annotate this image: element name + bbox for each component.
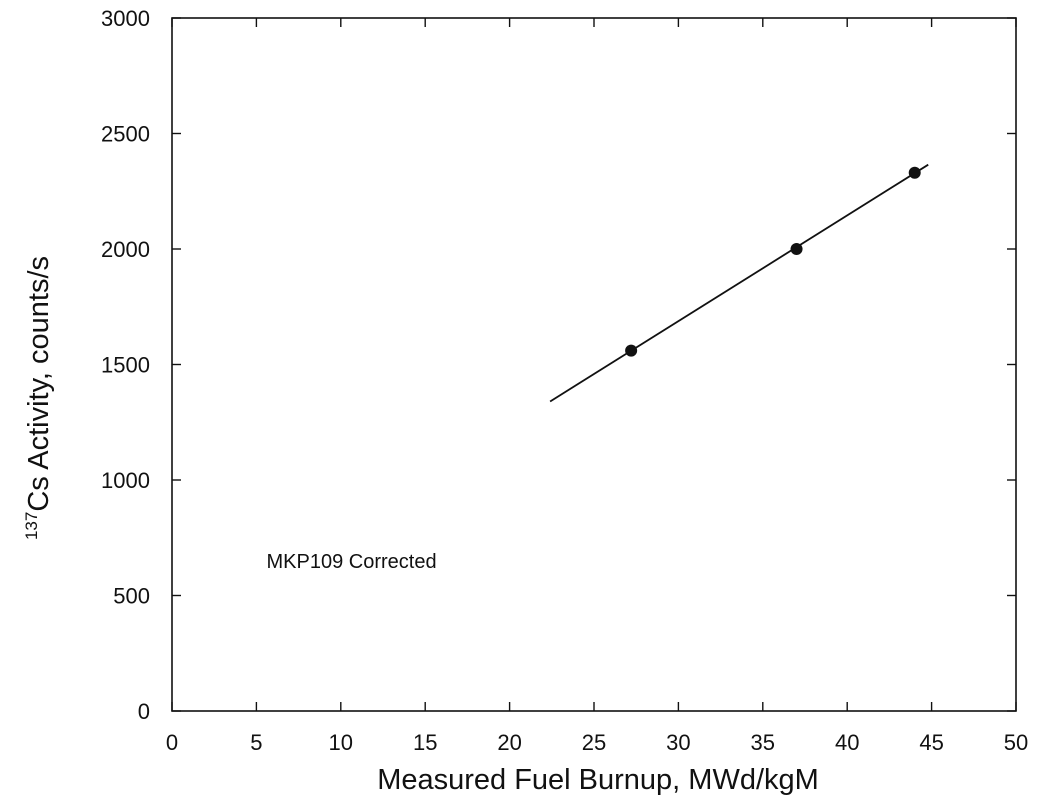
x-tick-label: 25 <box>582 730 606 755</box>
x-tick-label: 45 <box>919 730 943 755</box>
y-tick-label: 1500 <box>101 353 150 378</box>
y-axis-title-text: Cs Activity, counts/s <box>23 256 55 512</box>
y-axis-title: 137Cs Activity, counts/s <box>22 256 55 540</box>
y-tick-label: 3000 <box>101 6 150 31</box>
x-tick-label: 40 <box>835 730 859 755</box>
y-tick-label: 2500 <box>101 122 150 147</box>
y-tick-label: 0 <box>138 699 150 724</box>
x-tick-label: 20 <box>497 730 521 755</box>
x-axis-title: Measured Fuel Burnup, MWd/kgM <box>377 764 819 796</box>
annotation-label: MKP109 Corrected <box>267 551 437 573</box>
x-tick-label: 30 <box>666 730 690 755</box>
data-point <box>908 166 921 179</box>
x-tick-label: 15 <box>413 730 437 755</box>
y-tick-label: 1000 <box>101 468 150 493</box>
x-tick-label: 50 <box>1004 730 1028 755</box>
y-tick-label: 2000 <box>101 237 150 262</box>
data-point <box>625 344 638 357</box>
fit-line <box>549 163 929 403</box>
x-tick-label: 35 <box>751 730 775 755</box>
plot-frame <box>171 17 1017 712</box>
x-tick-label: 0 <box>166 730 178 755</box>
y-axis-title-superscript: 137 <box>22 512 41 540</box>
x-tick-label: 5 <box>250 730 262 755</box>
y-tick-label: 500 <box>113 584 150 609</box>
data-point <box>790 243 803 255</box>
x-tick-label: 10 <box>329 730 353 755</box>
